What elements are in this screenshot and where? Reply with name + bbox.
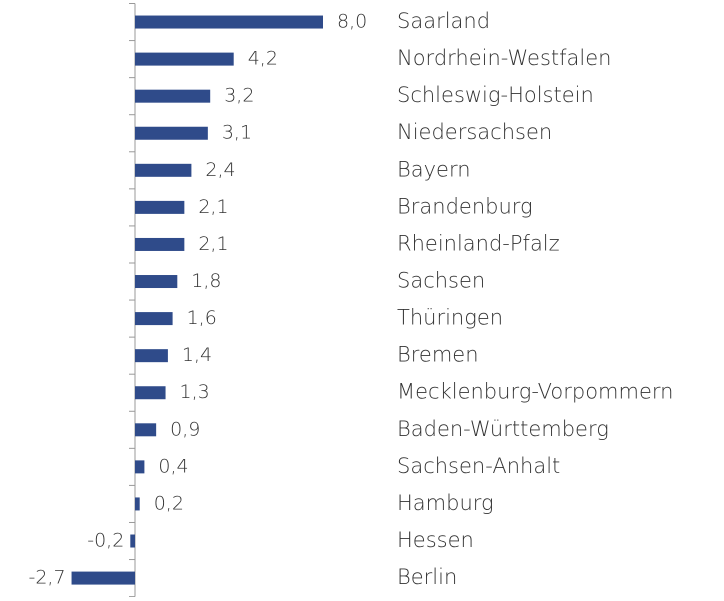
value-label: 3,2 [224, 85, 254, 107]
bar [135, 237, 185, 251]
bar [135, 89, 211, 103]
bar [135, 52, 234, 66]
value-label: 2,1 [198, 233, 228, 255]
value-label: 0,9 [170, 418, 200, 440]
category-label: Mecklenburg-Vorpommern [397, 380, 673, 404]
bar [135, 275, 178, 289]
category-label: Bremen [397, 343, 479, 367]
bar [135, 200, 185, 214]
bar [135, 460, 145, 474]
category-label: Nordrhein-Westfalen [397, 46, 611, 70]
value-label: 1,3 [180, 381, 210, 403]
value-label: -2,7 [28, 567, 65, 589]
category-label: Schleswig-Holstein [397, 83, 594, 107]
value-label: 2,4 [205, 159, 235, 181]
category-label: Baden-Württemberg [397, 417, 609, 441]
value-label: 0,4 [158, 455, 188, 477]
category-label: Sachsen-Anhalt [397, 454, 560, 478]
value-label: 3,1 [222, 122, 252, 144]
value-label: -0,2 [87, 530, 124, 552]
bar [135, 163, 192, 177]
value-label: 0,2 [154, 492, 184, 514]
category-label: Brandenburg [397, 194, 533, 218]
category-label: Thüringen [397, 306, 503, 330]
category-label: Hamburg [397, 491, 494, 515]
bar [135, 386, 166, 400]
bar [135, 423, 157, 437]
category-label: Rheinland-Pfalz [397, 231, 560, 255]
value-label: 1,6 [187, 307, 217, 329]
value-label: 2,1 [198, 196, 228, 218]
category-label: Niedersachsen [397, 120, 552, 144]
category-label: Bayern [397, 157, 471, 181]
bar [135, 349, 168, 363]
category-label: Hessen [397, 528, 474, 552]
bar [135, 15, 323, 29]
bar [130, 534, 135, 548]
value-label: 4,2 [248, 48, 278, 70]
category-label: Sachsen [397, 269, 485, 293]
bar [135, 497, 140, 511]
category-label: Saarland [397, 9, 490, 33]
bar [135, 126, 208, 140]
bar [135, 312, 173, 326]
category-label: Berlin [397, 565, 457, 589]
bar [71, 571, 135, 585]
value-label: 1,8 [191, 270, 221, 292]
value-label: 8,0 [337, 11, 367, 33]
value-label: 1,4 [182, 344, 212, 366]
